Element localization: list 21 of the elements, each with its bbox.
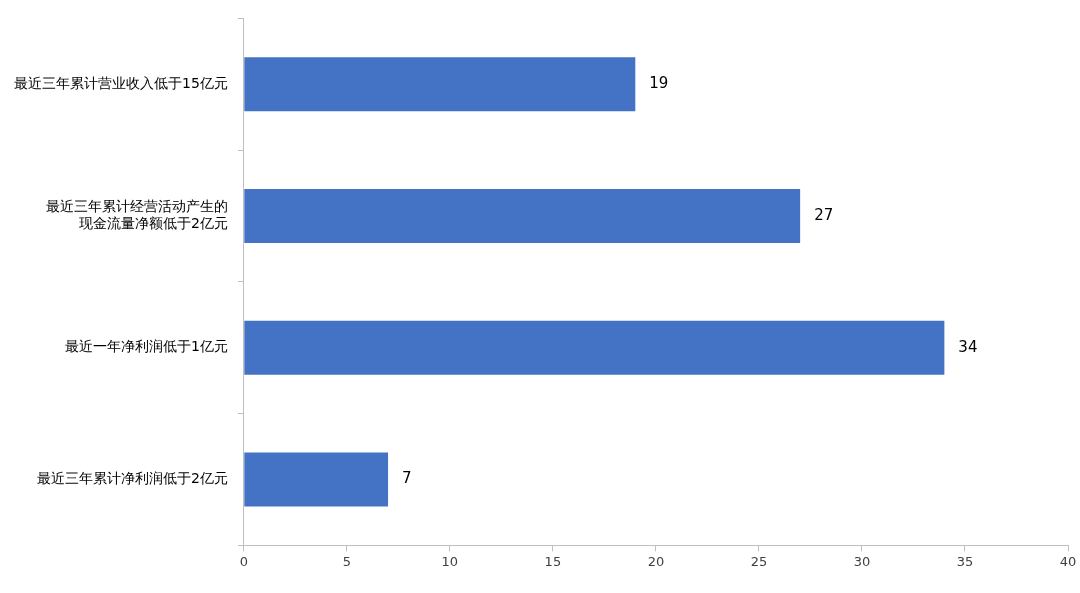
- x-tick-label: 25: [750, 553, 768, 569]
- x-tick-label: 40: [1059, 553, 1077, 569]
- bar: [244, 57, 636, 112]
- bar: [244, 320, 945, 375]
- data-label: 34: [958, 337, 978, 356]
- y-tick-label: 最近三年累计营业收入低于15亿元: [13, 74, 228, 91]
- data-label: 7: [402, 469, 412, 488]
- y-tick-label: 最近三年累计净利润低于2亿元: [36, 470, 228, 487]
- x-tick-label: 10: [441, 553, 459, 569]
- x-tick-label: 15: [544, 553, 562, 569]
- x-tick-label: 0: [239, 553, 248, 569]
- x-tick-label: 30: [853, 553, 871, 569]
- data-label: 27: [814, 205, 834, 224]
- x-tick-label: 20: [647, 553, 665, 569]
- x-tick-label: 5: [342, 553, 351, 569]
- data-label: 19: [649, 74, 669, 93]
- bar: [244, 452, 389, 507]
- y-tick-label: 最近三年累计经营活动产生的现金流量净额低于2亿元: [45, 198, 228, 232]
- x-tick-label: 35: [956, 553, 974, 569]
- y-tick-label: 最近一年净利润低于1亿元: [64, 338, 228, 355]
- bar: [244, 189, 801, 244]
